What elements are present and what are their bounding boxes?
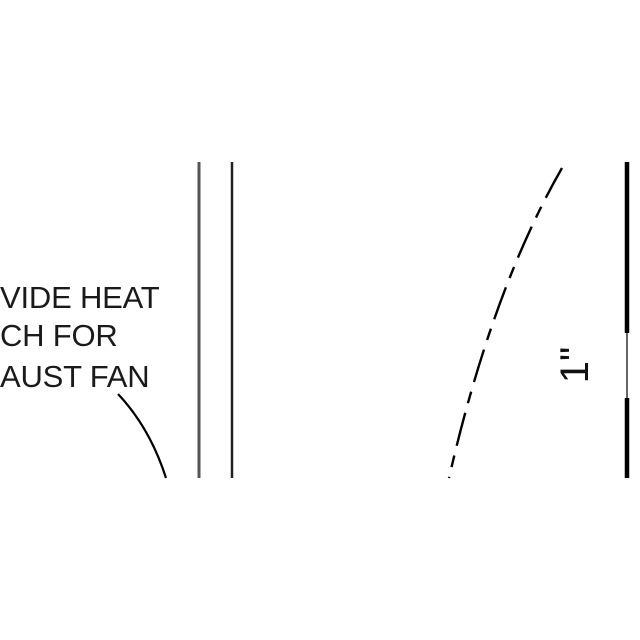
note-line-1: VIDE HEAT xyxy=(0,280,160,315)
dimension-label: 1" xyxy=(553,346,597,384)
note-line-3: AUST FAN xyxy=(0,359,150,394)
note-line-2: CH FOR xyxy=(0,318,118,353)
note-leader-line xyxy=(117,393,168,479)
door-swing-arc xyxy=(447,167,564,479)
